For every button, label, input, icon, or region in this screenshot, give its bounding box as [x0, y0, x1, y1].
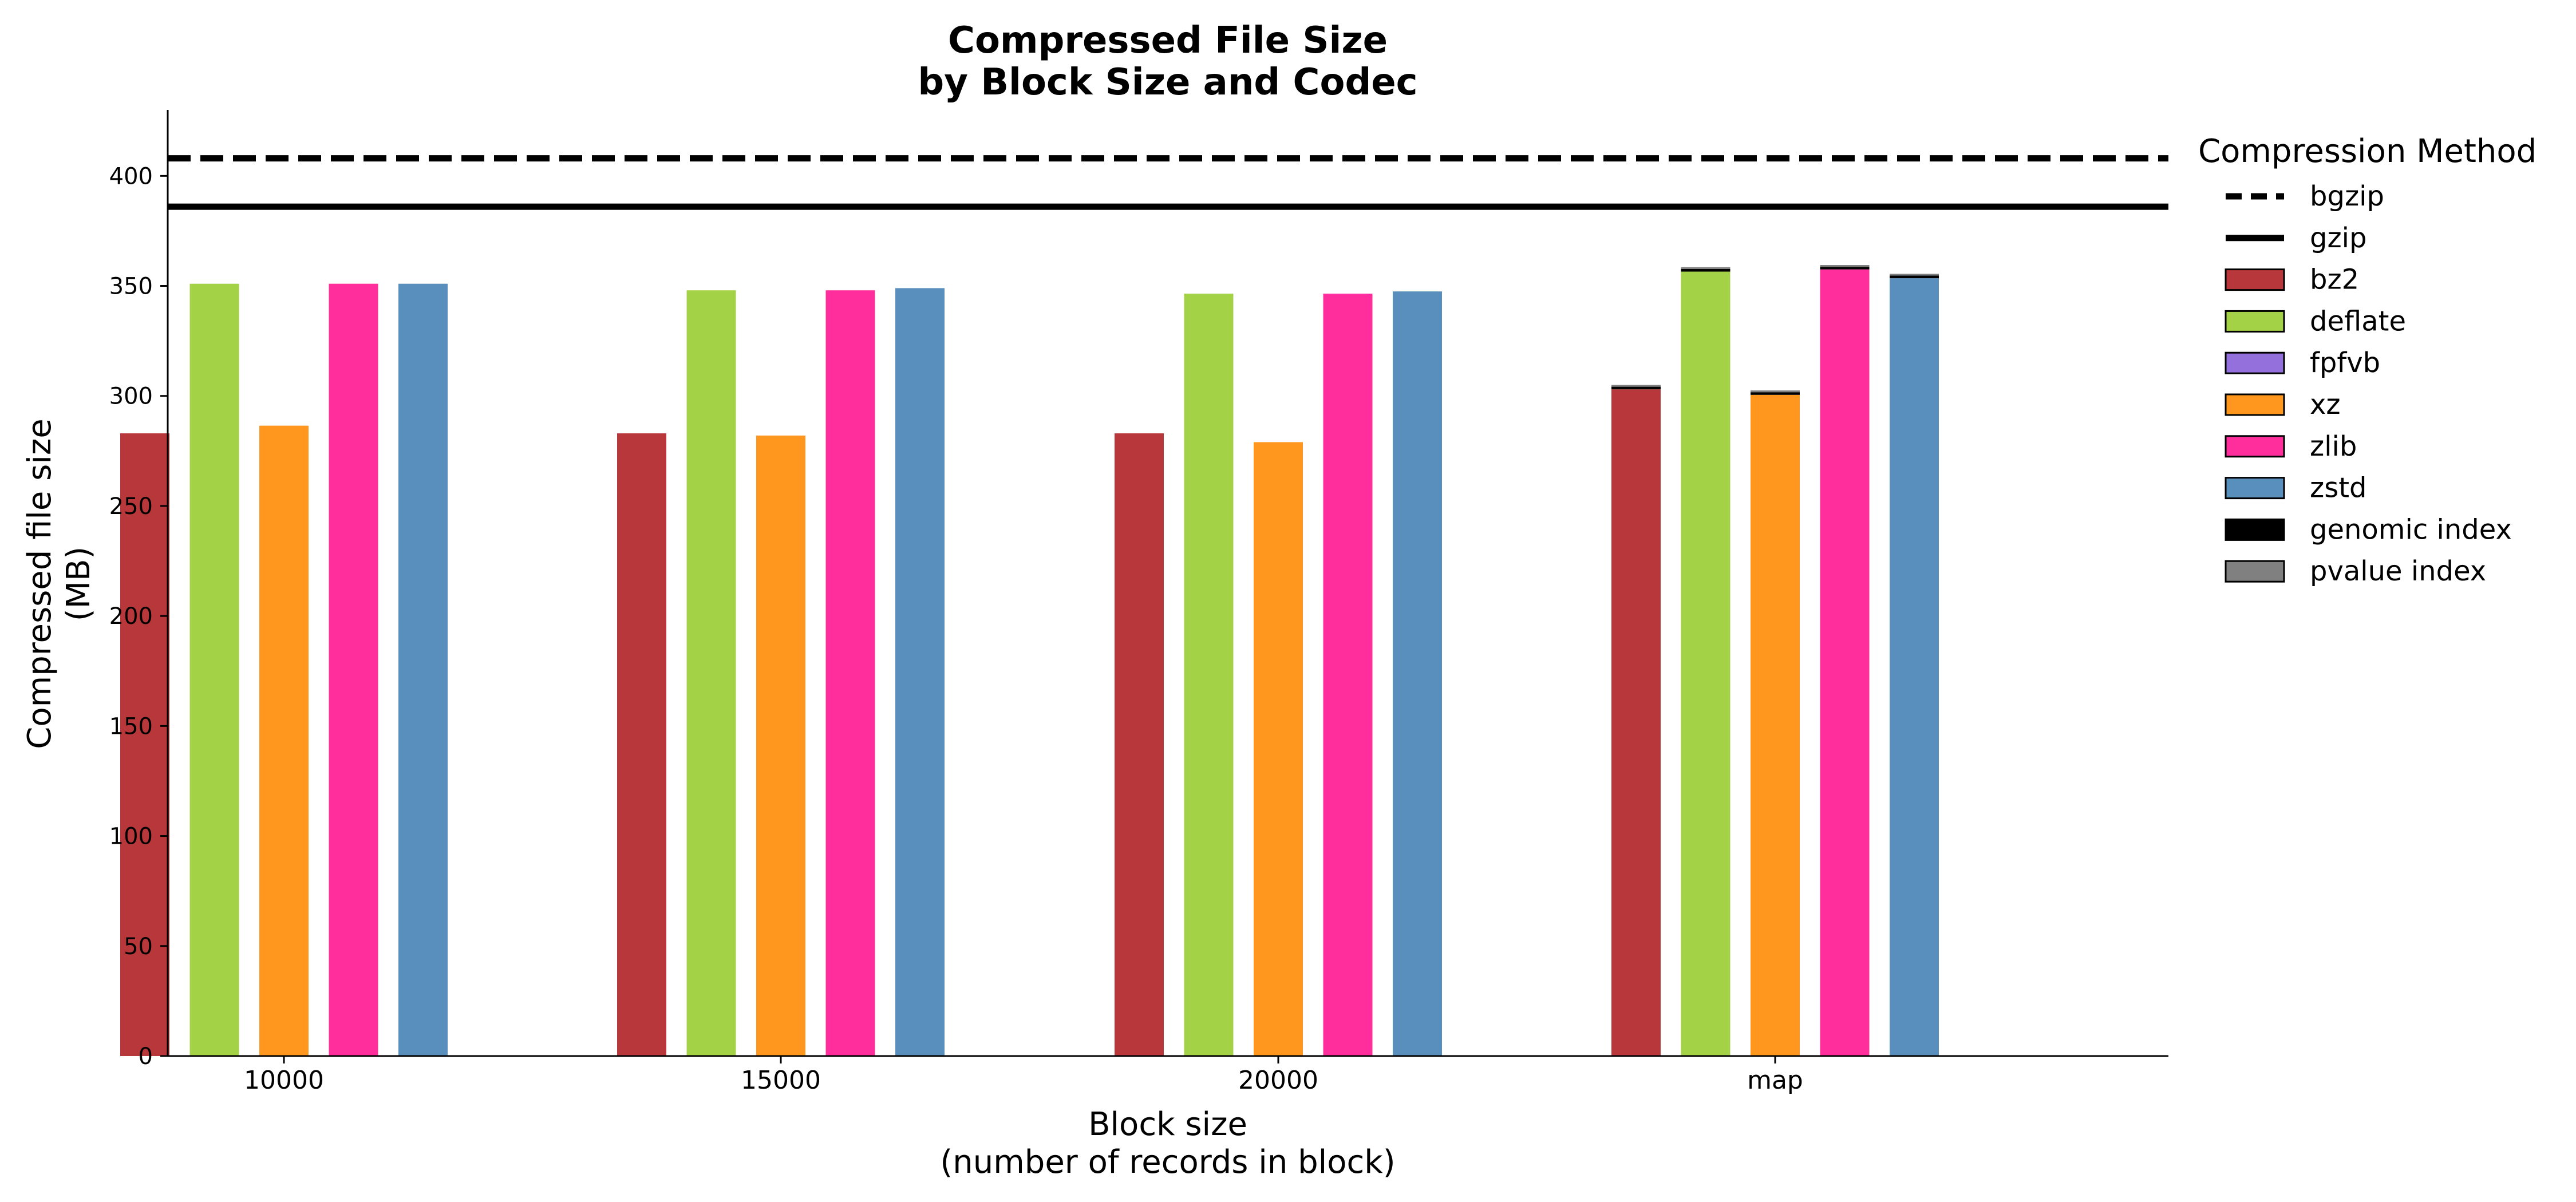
y-axis-label-line-1: Compressed file size: [21, 418, 58, 749]
y-tick-label-200: 200: [109, 603, 153, 630]
legend-swatch-genomic-index: [2225, 518, 2285, 541]
y-tick-label-150: 150: [109, 713, 153, 740]
bar-genomic-index-zlib-map: [1820, 267, 1870, 270]
bar-xz-map: [1751, 394, 1800, 1057]
legend-swatch-pvalue-index: [2225, 560, 2285, 583]
x-tick-label-15000: 15000: [741, 1066, 821, 1095]
y-axis-label-text: Compressed file size (MB): [21, 418, 97, 749]
legend-label-pvalue-index: pvalue index: [2310, 555, 2486, 587]
legend-label-deflate: deflate: [2310, 305, 2406, 337]
bar-bz2-20000: [1115, 433, 1164, 1056]
bars-layer: [120, 265, 1939, 1057]
legend-swatch-deflate: [2225, 310, 2285, 333]
bar-pvalue-index-zlib-map: [1820, 265, 1870, 267]
bar-zstd-map: [1890, 278, 1939, 1057]
bar-zstd-15000: [895, 288, 945, 1057]
x-ticks: 10000 15000 20000 map: [244, 1056, 1803, 1095]
bar-genomic-index-zstd-map: [1890, 275, 1939, 279]
bar-deflate-10000: [189, 283, 239, 1057]
legend: Compression Method bgzip gzip bz2 deflate fpf…: [2198, 133, 2537, 587]
bar-zstd-10000: [398, 283, 448, 1057]
y-axis-label: Compressed file size (MB): [21, 418, 97, 749]
legend-label-bz2: bz2: [2310, 264, 2359, 296]
bar-bz2-map: [1611, 389, 1661, 1056]
legend-label-gzip: gzip: [2310, 222, 2366, 254]
legend-label-fpfvb: fpfvb: [2310, 347, 2380, 379]
legend-swatch-bz2: [2225, 268, 2285, 291]
y-tick-label-250: 250: [109, 493, 153, 520]
legend-label-xz: xz: [2310, 389, 2341, 421]
y-axis-label-line-2: (MB): [60, 547, 97, 621]
chart-title-line-2: by Block Size and Codec: [918, 61, 1417, 104]
bar-deflate-20000: [1184, 293, 1234, 1057]
reference-lines: [168, 155, 2168, 210]
legend-swatch-zstd: [2225, 477, 2285, 500]
legend-swatch-fpfvb: [2225, 351, 2285, 374]
bar-xz-20000: [1254, 442, 1303, 1056]
bar-genomic-index-bz2-map: [1611, 386, 1661, 390]
legend-swatch-xz: [2225, 393, 2285, 416]
y-tick-label-350: 350: [109, 274, 153, 300]
bar-zlib-15000: [825, 290, 875, 1056]
bar-pvalue-index-zstd-map: [1890, 274, 1939, 276]
y-tick-label-0: 0: [139, 1043, 153, 1070]
x-tick-label-20000: 20000: [1238, 1066, 1318, 1095]
legend-label-zstd: zstd: [2310, 472, 2367, 504]
legend-title: Compression Method: [2198, 133, 2537, 170]
x-tick-label-map: map: [1747, 1066, 1803, 1095]
bar-pvalue-index-deflate-map: [1681, 267, 1730, 269]
bar-pvalue-index-bz2-map: [1611, 385, 1661, 387]
x-axis-label-line-2: (number of records in block): [940, 1144, 1395, 1181]
bar-zlib-10000: [329, 283, 378, 1057]
bar-genomic-index-xz-map: [1751, 392, 1800, 395]
legend-label-genomic-index: genomic index: [2310, 513, 2512, 545]
x-axis-label-line-1: Block size: [1088, 1106, 1247, 1143]
bar-deflate-map: [1681, 271, 1730, 1057]
bar-pvalue-index-xz-map: [1751, 390, 1800, 393]
legend-label-bgzip: bgzip: [2310, 180, 2384, 212]
y-tick-label-100: 100: [109, 824, 153, 850]
bar-zlib-20000: [1323, 293, 1373, 1057]
bar-bz2-10000: [120, 433, 169, 1056]
y-tick-label-50: 50: [124, 934, 153, 960]
axes: [167, 110, 2168, 1057]
bar-xz-10000: [259, 425, 309, 1057]
chart-title-line-1: Compressed File Size: [948, 19, 1388, 62]
bar-genomic-index-deflate-map: [1681, 268, 1730, 272]
bar-zlib-map: [1820, 269, 1870, 1056]
legend-swatch-zlib: [2225, 435, 2285, 458]
y-tick-label-300: 300: [109, 383, 153, 410]
x-tick-label-10000: 10000: [244, 1066, 324, 1095]
bar-bz2-15000: [617, 433, 666, 1056]
legend-label-zlib: zlib: [2310, 430, 2357, 462]
x-axis-label: Block size(number of records in block): [940, 1106, 1395, 1181]
y-tick-label-400: 400: [109, 163, 153, 189]
bar-xz-15000: [756, 435, 805, 1057]
bar-zstd-20000: [1393, 291, 1442, 1056]
bar-deflate-15000: [686, 290, 736, 1056]
y-ticks: 0 50 100 150 200 250 300 350 400: [109, 163, 168, 1070]
